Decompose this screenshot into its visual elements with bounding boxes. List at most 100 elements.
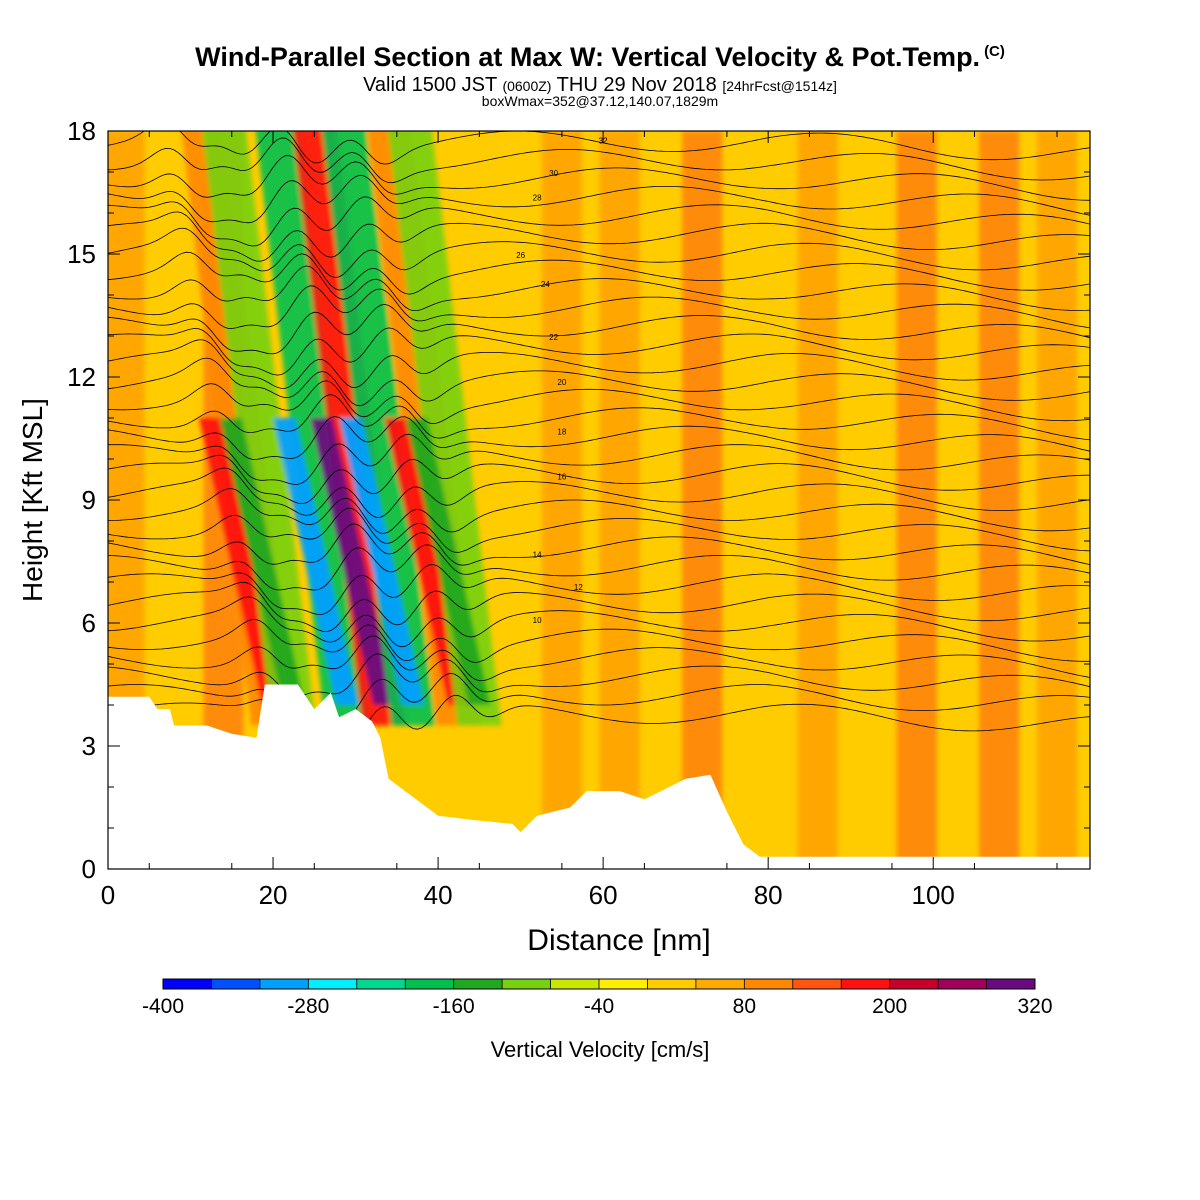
w-core xyxy=(310,418,396,705)
theta-contour-line xyxy=(108,488,1090,534)
theta-contour-line xyxy=(108,619,1090,663)
theta-contour-line xyxy=(108,303,1090,355)
theta-contour-line xyxy=(108,523,1090,566)
x-tick-label: 80 xyxy=(754,880,783,910)
colorbar-label: Vertical Velocity [cm/s] xyxy=(491,1037,710,1062)
colorbar-swatch xyxy=(938,979,988,989)
theta-contour-label: 12 xyxy=(574,583,583,592)
colorbar-swatch xyxy=(356,979,406,989)
theta-contour-line xyxy=(108,174,1090,224)
theta-contour-line xyxy=(108,285,1090,329)
valid-date: THU 29 Nov 2018 xyxy=(556,74,717,96)
theta-contour-line xyxy=(108,635,1090,682)
theta-contour-label: 14 xyxy=(533,550,542,559)
box-info: boxWmax=352@37.12,140.07,1829m xyxy=(481,93,719,109)
colorbar-swatch xyxy=(599,979,648,989)
colorbar-swatch xyxy=(647,979,697,989)
x-tick-label: 100 xyxy=(912,880,955,910)
field-streak xyxy=(599,131,640,869)
theta-contour-line xyxy=(108,544,1090,591)
colorbar-swatch xyxy=(550,979,600,989)
y-tick-label: 6 xyxy=(82,608,96,638)
theta-contour-label: 28 xyxy=(533,194,542,203)
colorbar-swatch xyxy=(744,979,794,989)
y-tick-label: 3 xyxy=(82,731,96,761)
field-streak xyxy=(682,131,723,869)
forecast-info: [24hrFcst@1514z] xyxy=(722,78,837,94)
colorbar-tick-label: -280 xyxy=(287,995,329,1018)
w-band xyxy=(202,131,316,726)
valid-prefix: Valid 1500 JST xyxy=(363,74,497,96)
theta-contour-label: 24 xyxy=(541,280,550,289)
w-band xyxy=(255,131,370,726)
w-band xyxy=(387,131,502,726)
y-axis-label: Height [Kft MSL] xyxy=(17,398,48,602)
chart-title: Wind-Parallel Section at Max W: Vertical… xyxy=(0,42,1200,73)
copyright-mark: (C) xyxy=(984,43,1005,60)
theta-contour-label: 10 xyxy=(533,616,542,625)
colorbar-tick-label: 320 xyxy=(1017,995,1052,1018)
colorbar-swatch xyxy=(986,979,1036,989)
colorbar-swatch xyxy=(695,979,745,989)
y-tick-label: 9 xyxy=(82,485,96,515)
theta-contour-line xyxy=(108,137,1090,184)
x-axis-label: Distance [nm] xyxy=(527,924,710,957)
x-tick-label: 60 xyxy=(589,880,618,910)
axes: 0 20 40 60 80 100 0 3 6 9 12 15 18 Distance [nm] Heigh… xyxy=(17,116,1091,957)
theta-contour-label: 22 xyxy=(549,333,558,342)
y-tick-label: 12 xyxy=(67,362,96,392)
field-streak xyxy=(979,131,1020,869)
w-core xyxy=(339,418,425,705)
y-tick-label: 0 xyxy=(82,854,96,884)
colorbar: -400 -280 -160 -40 80 200 320 Vertical Velocity… xyxy=(142,978,1053,1062)
theta-contour-line xyxy=(108,327,1090,376)
colorbar-swatch xyxy=(405,979,455,989)
theta-contour-label: 30 xyxy=(549,169,558,178)
theta-contour-line xyxy=(108,394,1090,441)
theta-contour-line xyxy=(108,454,1090,505)
terrain-mask xyxy=(108,684,1090,869)
x-tick-label: 0 xyxy=(101,880,115,910)
terrain-fill xyxy=(108,684,1090,869)
w-band xyxy=(321,131,436,726)
colorbar-tick-label: 200 xyxy=(872,995,907,1018)
colorbar-swatch xyxy=(308,979,358,989)
theta-contour-line xyxy=(108,339,1090,389)
theta-contour-label: 20 xyxy=(557,378,566,387)
theta-contour-label: 16 xyxy=(557,473,566,482)
theta-contour-line xyxy=(108,131,1090,165)
field-streak xyxy=(1036,131,1077,869)
colorbar-swatch xyxy=(841,979,891,989)
theta-contour-line xyxy=(108,596,1090,648)
theta-contour-line xyxy=(108,265,1090,312)
theta-contour-line xyxy=(108,357,1090,407)
theta-contour-label: 26 xyxy=(516,251,525,260)
chart-valid-time: Valid 1500 JST (0600Z) THU 29 Nov 2018 [… xyxy=(0,74,1200,97)
theta-contour-line xyxy=(108,227,1090,278)
colorbar-swatch xyxy=(889,979,939,989)
colorbar-tick-label: -400 xyxy=(142,995,184,1018)
colorbar-tick-label: 80 xyxy=(733,995,756,1018)
chart-title-text: Wind-Parallel Section at Max W: Vertical… xyxy=(195,42,981,72)
colorbar-swatch xyxy=(163,979,212,989)
theta-contour-line xyxy=(108,507,1090,553)
theta-contour-line xyxy=(108,196,1090,247)
theta-contour-line xyxy=(108,211,1090,262)
theta-contour-line xyxy=(108,433,1090,485)
y-tick-label: 18 xyxy=(67,116,96,146)
theta-contour-line xyxy=(108,564,1090,616)
valid-utc: (0600Z) xyxy=(502,78,552,94)
x-tick-label: 20 xyxy=(259,880,288,910)
theta-contour-label: 18 xyxy=(557,427,566,436)
theta-contour-line xyxy=(108,416,1090,460)
theta-contour-line xyxy=(108,467,1090,518)
colorbar-swatch xyxy=(259,979,309,989)
theta-contour-line xyxy=(108,155,1090,201)
theta-contour-line xyxy=(108,380,1090,425)
theta-contour-line xyxy=(108,581,1090,633)
colorbar-tick-label: -40 xyxy=(584,995,614,1018)
colorbar-swatch xyxy=(211,979,261,989)
theta-contour-line xyxy=(108,653,1090,697)
x-tick-label: 40 xyxy=(424,880,453,910)
